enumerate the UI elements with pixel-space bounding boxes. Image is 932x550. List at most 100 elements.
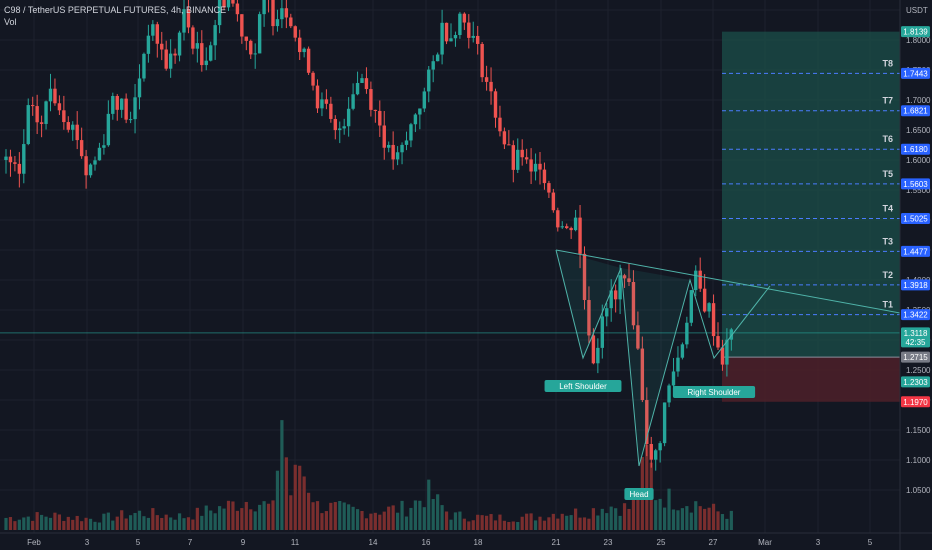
volume-bar [226, 500, 231, 530]
candle-body [573, 217, 578, 231]
candle-body [720, 347, 725, 365]
volume-bar [676, 510, 680, 530]
candle-body [168, 53, 173, 69]
neckline [555, 249, 901, 314]
current-price-tag: 1.3118 [904, 329, 928, 338]
candlesticks [4, 0, 734, 471]
candle-body [128, 119, 133, 121]
candle-body [257, 14, 262, 54]
volume-bar [195, 507, 199, 530]
target-zone [722, 31, 900, 358]
candle-body [618, 275, 622, 300]
volume-bar [698, 506, 702, 530]
volume-bar [498, 514, 502, 530]
head-and-shoulders-pattern: Left Shoulder Head Right Shoulder [544, 249, 901, 500]
time-tick: 3 [816, 538, 821, 547]
candle-body [249, 40, 253, 55]
candle-body [471, 35, 475, 38]
volume-bar [275, 470, 280, 530]
candle-body [609, 290, 613, 309]
target-label-t2: T2 [882, 270, 893, 280]
symbol-title[interactable]: C98 / TetherUS PERPETUAL FUTURES, 4h, BI… [4, 5, 227, 15]
candle-body [315, 85, 320, 109]
volume-bar [329, 502, 333, 530]
target-price-tag-t3: 1.4477 [903, 247, 928, 256]
candle-body [39, 122, 44, 124]
candle-body [360, 78, 364, 83]
candle-body [391, 144, 395, 160]
volume-bar [235, 510, 239, 530]
candle-body [351, 94, 355, 109]
candle-body [649, 443, 653, 460]
target-price-tag-t8-bg [901, 67, 930, 79]
candle-body [676, 357, 680, 372]
volume-bar [57, 514, 61, 530]
volume-bar [111, 520, 115, 530]
volume-bar [75, 515, 79, 530]
candle-body [57, 103, 62, 111]
candle-body [284, 8, 289, 18]
volume-bar [387, 506, 391, 530]
stop-price-tag: 1.1970 [903, 398, 928, 407]
candle-body [613, 290, 618, 300]
candle-body [275, 19, 280, 27]
volume-bar [622, 503, 627, 530]
volume-bar [271, 500, 275, 530]
candle-body [600, 316, 604, 348]
volume-bar [173, 519, 177, 530]
target-label-t8: T8 [882, 58, 893, 68]
candle-body [524, 157, 529, 160]
candle-body [137, 78, 142, 98]
price-tick: 1.2500 [906, 366, 931, 375]
volume-bar [338, 500, 342, 530]
volume-bar [636, 491, 640, 530]
candle-body [458, 13, 462, 36]
volume-bar [35, 512, 39, 530]
volume-bar [80, 521, 84, 530]
volume-bar [716, 511, 720, 530]
candle-body [449, 38, 453, 42]
price-axis[interactable]: USDT1.80001.75001.70001.65001.60001.5500… [900, 0, 932, 550]
candle-body [431, 61, 435, 70]
time-tick: 11 [291, 538, 300, 547]
volume-bar [396, 512, 400, 530]
candle-body [520, 149, 524, 158]
stop-price-tag-bg [901, 396, 930, 408]
volume-indicator-label[interactable]: Vol [4, 17, 17, 27]
volume-bar [382, 511, 386, 530]
candle-body [685, 322, 689, 345]
volume-bar [169, 517, 173, 530]
volume-bar [200, 515, 204, 530]
candle-body [654, 450, 658, 460]
candle-body [17, 163, 22, 174]
head-fill [621, 268, 690, 466]
current-price-tag-countdown: 42:35 [905, 338, 926, 347]
candle-body [631, 281, 636, 326]
price-tick: 1.5500 [906, 186, 931, 195]
candle-body [694, 270, 698, 291]
volume-bar [4, 517, 8, 530]
volume-bar [284, 457, 288, 530]
volume-bar [614, 508, 618, 530]
volume-bar [658, 498, 662, 530]
volume-bar [453, 512, 458, 530]
volume-bar [360, 511, 364, 530]
price-tick: 1.6500 [906, 126, 931, 135]
volume-bar [307, 492, 311, 530]
target-label-t5: T5 [882, 169, 893, 179]
candle-body [627, 278, 631, 282]
volume-bar [151, 508, 155, 530]
volume-bar [493, 520, 498, 530]
left-shoulder-fill [556, 250, 621, 358]
volume-bar [547, 517, 551, 530]
target-price-tag-t1: 1.3422 [903, 311, 928, 320]
target-price-tag-t2-bg [901, 279, 930, 291]
volume-bar [351, 506, 355, 530]
candle-body [453, 35, 458, 39]
volume-bar [266, 503, 271, 530]
price-tick: 1.0500 [906, 486, 931, 495]
target-price-tag-t3-bg [901, 245, 930, 257]
candle-body [8, 156, 13, 163]
